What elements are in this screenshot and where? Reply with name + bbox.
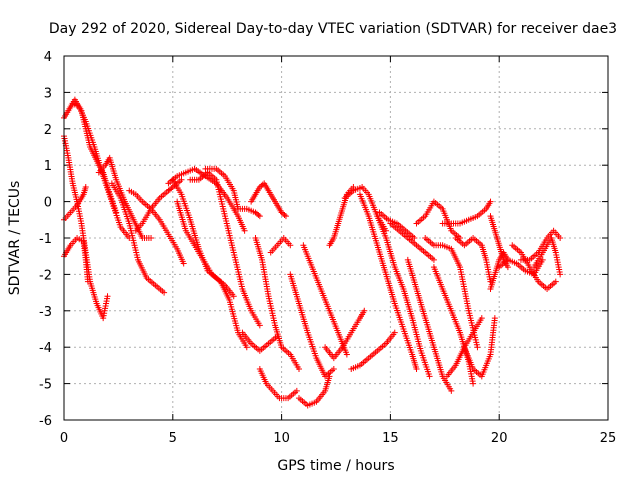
y-tick-label: -4	[39, 341, 52, 356]
data-point	[168, 185, 175, 192]
data-point	[391, 329, 398, 336]
data-point	[287, 242, 294, 249]
data-arc	[300, 242, 350, 358]
data-arc	[531, 235, 564, 278]
y-tick-label: -1	[39, 232, 52, 247]
data-point	[243, 344, 250, 351]
data-point	[487, 198, 494, 205]
y-tick-label: 1	[44, 159, 52, 174]
data-point	[504, 264, 511, 271]
data-arc	[376, 209, 418, 241]
data-point	[470, 380, 477, 387]
data-point	[256, 322, 263, 329]
x-tick-label: 0	[60, 431, 68, 446]
data-point	[430, 256, 437, 263]
data-point	[259, 181, 266, 188]
x-axis-label: GPS time / hours	[277, 458, 394, 474]
y-tick-label: -3	[39, 305, 52, 320]
data-arc	[404, 256, 455, 394]
data-arc	[239, 329, 281, 354]
axis-ticks: 0 5 10 15 20 25 -6 -5 -4 -3 -2 -1 0 1 2 3 4	[39, 50, 616, 446]
data-point	[413, 366, 420, 373]
x-tick-label: 10	[273, 431, 290, 446]
data-point	[255, 211, 262, 218]
data-point	[296, 366, 303, 373]
data-point	[411, 235, 418, 241]
x-tick-label: 15	[382, 431, 399, 446]
data-arc	[61, 184, 89, 223]
data-arc	[430, 264, 477, 387]
data-point	[293, 387, 300, 394]
y-tick-label: -2	[39, 268, 52, 283]
data-point	[82, 184, 89, 191]
data-point	[330, 366, 337, 373]
data-points	[61, 96, 564, 409]
data-arc	[517, 227, 564, 263]
data-point	[256, 213, 263, 220]
data-point	[180, 260, 187, 267]
x-tick-label: 5	[169, 431, 177, 446]
data-arc	[252, 235, 303, 373]
data-arc	[413, 198, 464, 241]
data-arc	[348, 329, 398, 373]
chart-title: Day 292 of 2020, Sidereal Day-to-day VTE…	[49, 21, 617, 37]
data-point	[282, 213, 289, 220]
data-point	[230, 293, 237, 300]
data-arc	[248, 180, 289, 220]
data-point	[474, 344, 481, 351]
data-arc	[174, 198, 250, 351]
data-point	[552, 278, 559, 285]
data-arc	[509, 242, 559, 292]
data-arc	[126, 187, 187, 267]
data-arc	[296, 373, 333, 409]
y-tick-label: 4	[44, 50, 52, 65]
data-arc	[439, 198, 494, 227]
y-tick-label: 2	[44, 123, 52, 138]
data-point	[557, 271, 564, 278]
y-tick-label: 0	[44, 196, 52, 211]
data-arc	[387, 220, 437, 263]
data-point	[539, 256, 546, 263]
data-arc	[287, 271, 337, 380]
plot-frame	[63, 55, 609, 421]
data-point	[84, 278, 91, 285]
data-arc	[95, 154, 155, 241]
x-tick-label: 20	[491, 431, 508, 446]
data-point	[104, 293, 111, 300]
data-point	[478, 315, 485, 322]
data-point	[448, 387, 455, 394]
data-point	[148, 235, 155, 241]
data-arc	[487, 249, 511, 292]
data-arc	[374, 213, 433, 380]
data-arc	[132, 176, 185, 234]
y-axis-label: SDTVAR / TECUs	[7, 181, 23, 296]
data-point	[491, 315, 498, 322]
data-arc	[267, 235, 294, 256]
data-point	[361, 307, 368, 314]
data-arc	[69, 100, 133, 241]
data-arc	[61, 133, 111, 322]
data-arc	[461, 315, 498, 380]
y-tick-label: 3	[44, 86, 52, 101]
data-arc	[256, 366, 300, 402]
data-arc	[202, 165, 263, 220]
data-point	[326, 373, 333, 380]
data-point	[557, 235, 564, 241]
data-point	[161, 289, 168, 296]
data-arc	[322, 307, 368, 362]
data-point	[241, 227, 248, 234]
data-arc	[356, 191, 420, 373]
data-arc	[187, 169, 263, 329]
data-arc	[452, 235, 494, 285]
y-tick-label: -5	[39, 378, 52, 393]
data-point	[281, 211, 288, 218]
data-point	[178, 176, 185, 183]
data-point	[426, 373, 433, 380]
data-point	[343, 351, 350, 358]
y-tick-label: -6	[39, 414, 52, 429]
x-tick-label: 25	[600, 431, 617, 446]
